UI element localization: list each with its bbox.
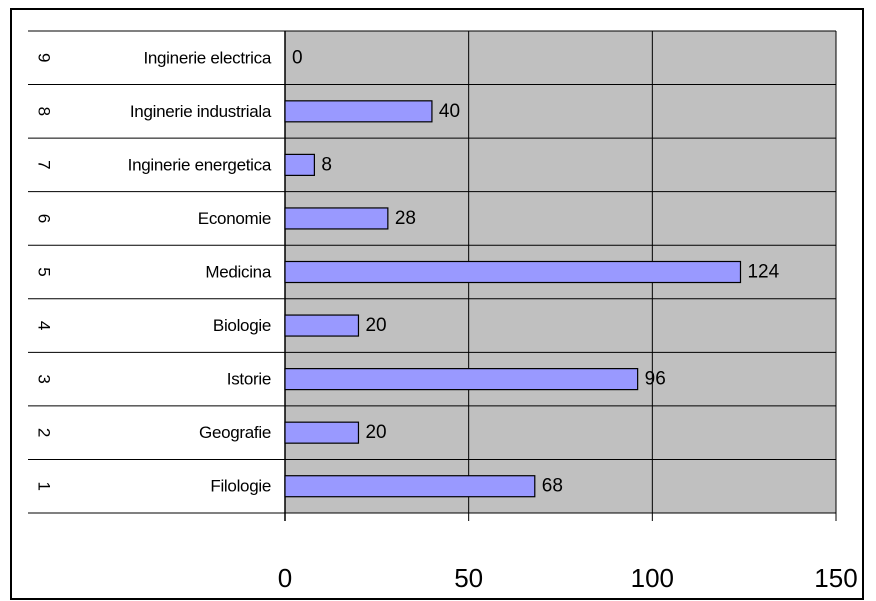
category-label: Istorie: [227, 370, 271, 389]
data-label: 68: [542, 476, 563, 497]
category-label: Inginerie energetica: [128, 155, 272, 174]
data-label: 124: [747, 262, 779, 283]
data-label: 20: [365, 315, 386, 336]
data-label: 40: [439, 101, 460, 122]
data-label: 20: [365, 422, 386, 443]
category-label: Inginerie electrica: [143, 48, 271, 67]
x-tick-label: 50: [454, 563, 483, 593]
bar-economie: [284, 207, 389, 230]
row-number: 1: [35, 481, 54, 490]
row-number: 5: [35, 267, 54, 276]
row-number: 2: [35, 428, 54, 437]
row-number: 8: [35, 107, 54, 116]
bar-geografie: [284, 421, 360, 444]
row-number: 3: [35, 374, 54, 383]
bar-filologie: [284, 475, 536, 498]
category-label: Medicina: [205, 263, 271, 282]
bar-medicina: [284, 260, 742, 284]
category-label: Geografie: [199, 423, 271, 442]
x-tick-label: 150: [814, 563, 857, 593]
bar-istorie: [284, 368, 639, 391]
row-number: 4: [35, 321, 54, 330]
row-number: 9: [35, 53, 54, 62]
row-number: 6: [35, 214, 54, 223]
x-tick-label: 100: [631, 563, 674, 593]
data-label: 96: [645, 369, 666, 390]
bar-biologie: [284, 314, 360, 337]
data-label: 8: [321, 154, 332, 175]
category-label: Economie: [198, 209, 271, 228]
x-tick-label: 0: [278, 563, 292, 593]
category-label: Biologie: [213, 316, 271, 335]
data-label: 28: [395, 208, 416, 229]
category-label: Filologie: [210, 477, 271, 496]
category-label: Inginerie industriala: [130, 102, 272, 121]
bar-inginerie-industriala: [284, 100, 433, 123]
data-label: 0: [292, 47, 303, 68]
bar-inginerie-energetica: [284, 153, 315, 176]
row-number: 7: [35, 160, 54, 169]
